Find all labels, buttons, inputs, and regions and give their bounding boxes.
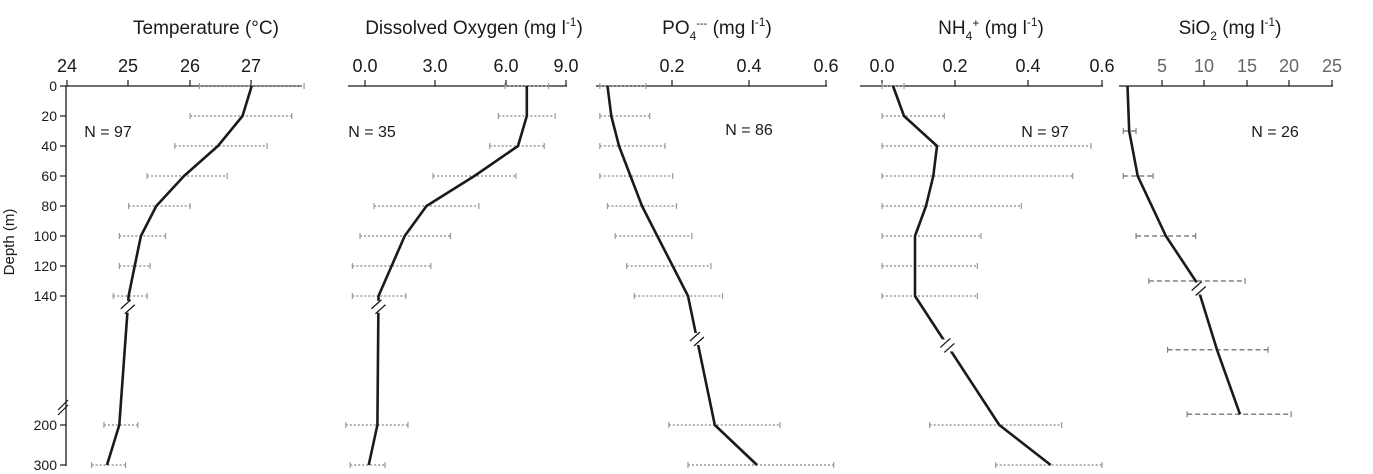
- x-tick-label: 3.0: [422, 56, 447, 76]
- x-tick-label: 10: [1194, 56, 1214, 76]
- x-tick-label: 0.6: [1089, 56, 1114, 76]
- mean-profile-line: [891, 85, 1052, 467]
- depth-tick-label: 0: [49, 78, 57, 94]
- depth-tick-label: 40: [41, 138, 57, 154]
- x-tick-label: 9.0: [553, 56, 578, 76]
- silica-panel: SiO2 (mg l-1) 5 10 15 20 25 N = 26: [1119, 15, 1342, 418]
- ammonium-plot: 0.0 0.2 0.4 0.6 N = 97: [860, 56, 1115, 468]
- line-break-mark: [124, 304, 136, 315]
- temperature-title: Temperature (°C): [133, 18, 279, 39]
- depth-tick-label: 100: [34, 228, 58, 244]
- x-tick-label: 25: [118, 56, 138, 76]
- depth-tick-label: 80: [41, 198, 57, 214]
- line-break-mark: [689, 331, 701, 342]
- mean-profile-line: [1126, 85, 1242, 415]
- dissolved-oxygen-panel: Dissolved Oxygen (mg l-1) 0.0 3.0 6.0 9.0 N …: [345, 15, 583, 468]
- x-tick-label: 0.4: [1015, 56, 1040, 76]
- silica-title: SiO2 (mg l-1): [1179, 15, 1282, 43]
- phosphate-title: PO4--- (mg l-1): [662, 15, 772, 43]
- depth-tick-label: 60: [41, 168, 57, 184]
- line-break-mark: [120, 299, 132, 310]
- depth-tick-label: 120: [34, 258, 58, 274]
- x-tick-label: 20: [1279, 56, 1299, 76]
- x-tick-label: 0.0: [352, 56, 377, 76]
- depth-tick-label: 20: [41, 108, 57, 124]
- line-break-mark: [943, 342, 955, 353]
- x-tick-label: 5: [1157, 56, 1167, 76]
- depth-tick-label: 300: [34, 457, 58, 473]
- depth-axis-break: [57, 399, 69, 411]
- dissolved-oxygen-plot: 0.0 3.0 6.0 9.0 N = 35: [345, 56, 579, 468]
- x-tick-label: 27: [241, 56, 261, 76]
- line-break-mark: [370, 299, 382, 310]
- line-break-gap: [120, 300, 135, 313]
- x-tick-label: 0.6: [813, 56, 838, 76]
- line-break-gap: [1191, 282, 1206, 295]
- x-tick-label: 0.2: [942, 56, 967, 76]
- sample-count-label: N = 35: [348, 124, 396, 141]
- x-tick-label: 25: [1322, 56, 1342, 76]
- mean-profile-line: [606, 85, 758, 466]
- temperature-panel: Temperature (°C) 24 25 26 27 N = 97: [57, 18, 305, 468]
- sample-count-label: N = 97: [1021, 124, 1069, 141]
- dissolved-oxygen-title: Dissolved Oxygen (mg l-1): [365, 15, 583, 39]
- line-break-mark: [939, 337, 951, 348]
- phosphate-plot: 0.2 0.4 0.6 N = 86: [596, 56, 839, 468]
- depth-tick-label: 200: [34, 417, 58, 433]
- x-tick-label: 0.2: [659, 56, 684, 76]
- sample-count-label: N = 86: [725, 122, 773, 139]
- depth-axis-break: [57, 404, 69, 416]
- temperature-plot: 24 25 26 27 N = 97: [57, 56, 305, 468]
- sample-count-label: N = 26: [1251, 124, 1299, 141]
- line-break-gap: [689, 333, 704, 345]
- silica-plot: 5 10 15 20 25 N = 26: [1119, 56, 1342, 418]
- line-break-gap: [940, 339, 955, 352]
- ammonium-title: NH4+ (mg l-1): [938, 15, 1044, 43]
- phosphate-panel: PO4--- (mg l-1) 0.2 0.4 0.6 N = 86: [596, 15, 839, 468]
- x-tick-label: 0.0: [869, 56, 894, 76]
- depth-axis-ticks: 0 20 40 60 80 100 120 140 200 300: [34, 78, 69, 473]
- x-tick-label: 6.0: [493, 56, 518, 76]
- x-tick-label: 24: [57, 56, 77, 76]
- line-break-mark: [693, 336, 705, 347]
- line-break-gap: [371, 300, 386, 313]
- mean-profile-line: [105, 85, 253, 466]
- depth-tick-label: 140: [34, 288, 58, 304]
- line-break-mark: [1195, 286, 1207, 296]
- ammonium-panel: NH4+ (mg l-1) 0.0 0.2 0.4 0.6 N = 97: [860, 15, 1115, 468]
- line-break-mark: [1191, 281, 1203, 291]
- sample-count-label: N = 97: [84, 124, 132, 141]
- x-tick-label: 15: [1237, 56, 1257, 76]
- depth-axis-label: Depth (m): [1, 209, 18, 276]
- line-break-mark: [374, 304, 386, 315]
- x-tick-label: 0.4: [736, 56, 761, 76]
- mean-profile-line: [367, 86, 529, 466]
- x-tick-label: 26: [180, 56, 200, 76]
